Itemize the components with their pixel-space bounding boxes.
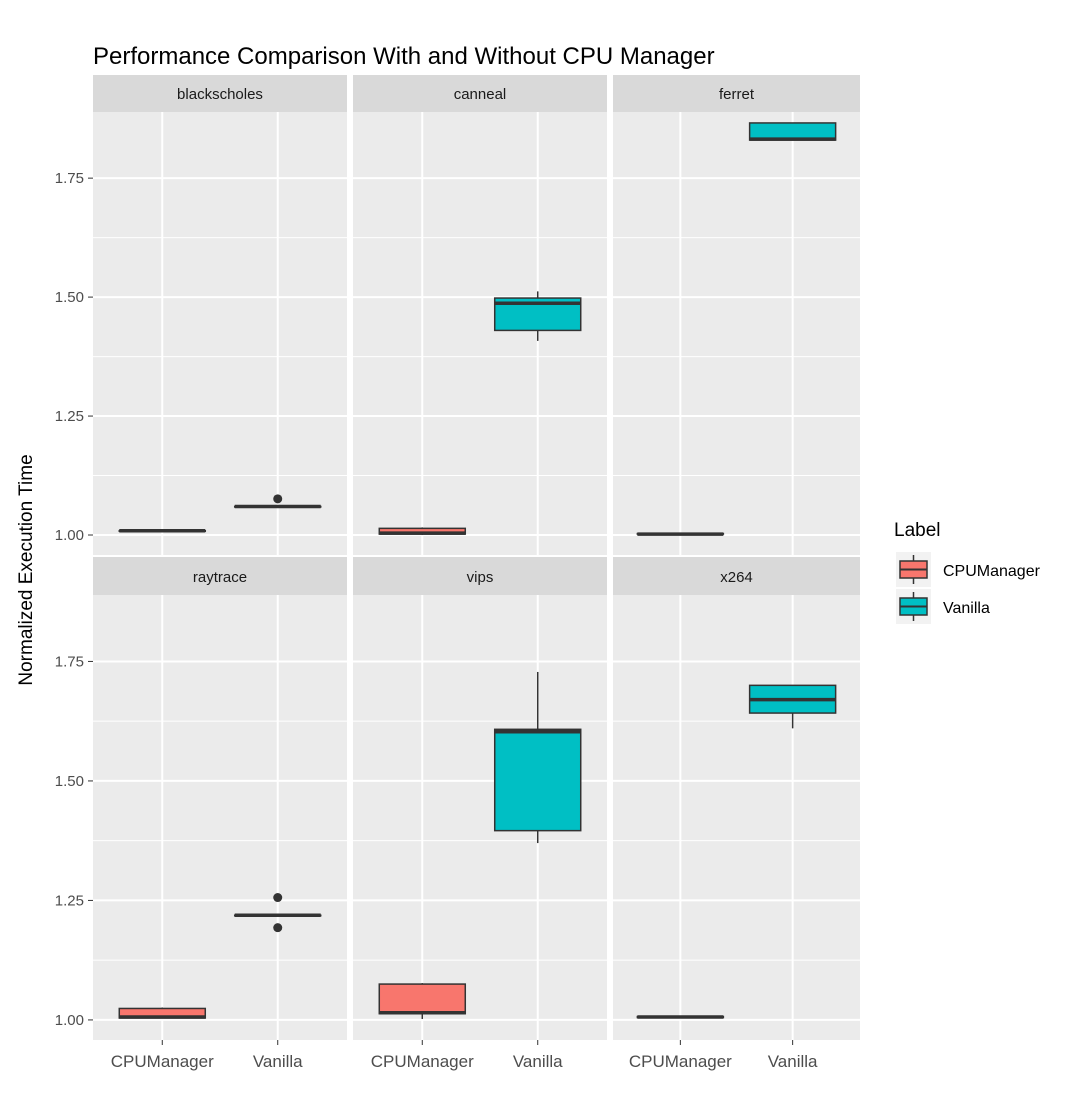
box-CPUManager bbox=[118, 528, 207, 533]
legend-key-CPUManager bbox=[896, 552, 931, 587]
facet-vips: vips CPUManager Vanilla bbox=[353, 557, 607, 1071]
x-tick-label: CPUManager bbox=[629, 1052, 732, 1071]
x-tick-label: Vanilla bbox=[513, 1052, 563, 1071]
y-tick-label: 1.75 bbox=[55, 653, 84, 670]
panel-background bbox=[93, 595, 347, 1040]
x-tick-label: CPUManager bbox=[371, 1052, 474, 1071]
facet-label: canneal bbox=[454, 86, 507, 103]
facet-strip bbox=[93, 557, 347, 595]
box-CPUManager bbox=[378, 983, 467, 1019]
chart-title: Performance Comparison With and Without … bbox=[93, 43, 715, 70]
box-CPUManager bbox=[118, 1007, 207, 1019]
panel-background bbox=[613, 112, 860, 555]
box bbox=[378, 983, 467, 1015]
facet-label: vips bbox=[467, 569, 494, 586]
y-tick-label: 1.75 bbox=[55, 170, 84, 187]
facet-raytrace: raytrace 1.00 1.25 1.50 1.75 CPUManager Vanill… bbox=[55, 557, 347, 1071]
box-Vanilla bbox=[748, 122, 837, 141]
facet-canneal: canneal bbox=[353, 75, 607, 555]
facet-strip bbox=[93, 75, 347, 112]
y-tick-label: 1.50 bbox=[55, 773, 84, 790]
facet-label: blackscholes bbox=[177, 86, 263, 103]
box-Vanilla bbox=[233, 494, 322, 509]
panel-background bbox=[353, 112, 607, 555]
y-tick-label: 1.00 bbox=[55, 1012, 84, 1029]
legend-key-Vanilla bbox=[896, 589, 931, 624]
x-tick-label: Vanilla bbox=[253, 1052, 303, 1071]
facet-label: raytrace bbox=[193, 569, 247, 586]
panel-background bbox=[613, 595, 860, 1040]
y-tick-label: 1.00 bbox=[55, 527, 84, 544]
box-Vanilla bbox=[748, 684, 837, 729]
box-Vanilla bbox=[493, 671, 582, 844]
outlier-point bbox=[273, 893, 283, 903]
y-axis-title: Normalized Execution Time bbox=[16, 454, 37, 685]
facet-strip bbox=[353, 557, 607, 595]
box-CPUManager bbox=[636, 532, 725, 536]
facet-blackscholes: blackscholes 1.00 1.25 1.50 1.75 bbox=[55, 75, 347, 555]
facet-label: x264 bbox=[720, 569, 753, 586]
legend-title: Label bbox=[894, 520, 941, 541]
legend-label: Vanilla bbox=[943, 600, 990, 617]
box-Vanilla bbox=[233, 893, 322, 933]
panel-background bbox=[93, 112, 347, 555]
y-tick-label: 1.25 bbox=[55, 892, 84, 909]
x-tick-label: CPUManager bbox=[111, 1052, 214, 1071]
box-Vanilla bbox=[493, 291, 582, 341]
y-tick-label: 1.50 bbox=[55, 289, 84, 306]
legend-label: CPUManager bbox=[943, 563, 1041, 580]
box-CPUManager bbox=[378, 527, 467, 536]
facet-strip bbox=[613, 75, 860, 112]
facet-ferret: ferret bbox=[613, 75, 860, 555]
x-tick-label: Vanilla bbox=[768, 1052, 818, 1071]
box bbox=[493, 728, 582, 832]
facet-strip bbox=[613, 557, 860, 595]
outlier-point bbox=[273, 494, 283, 504]
outlier-point bbox=[273, 923, 283, 933]
facet-label: ferret bbox=[719, 86, 755, 103]
y-tick-label: 1.25 bbox=[55, 408, 84, 425]
box-CPUManager bbox=[636, 1015, 725, 1019]
facet-strip bbox=[353, 75, 607, 112]
legend: Label CPUManager Vanilla bbox=[894, 520, 1041, 624]
facet-x264: x264 CPUManager Vanilla bbox=[613, 557, 860, 1071]
